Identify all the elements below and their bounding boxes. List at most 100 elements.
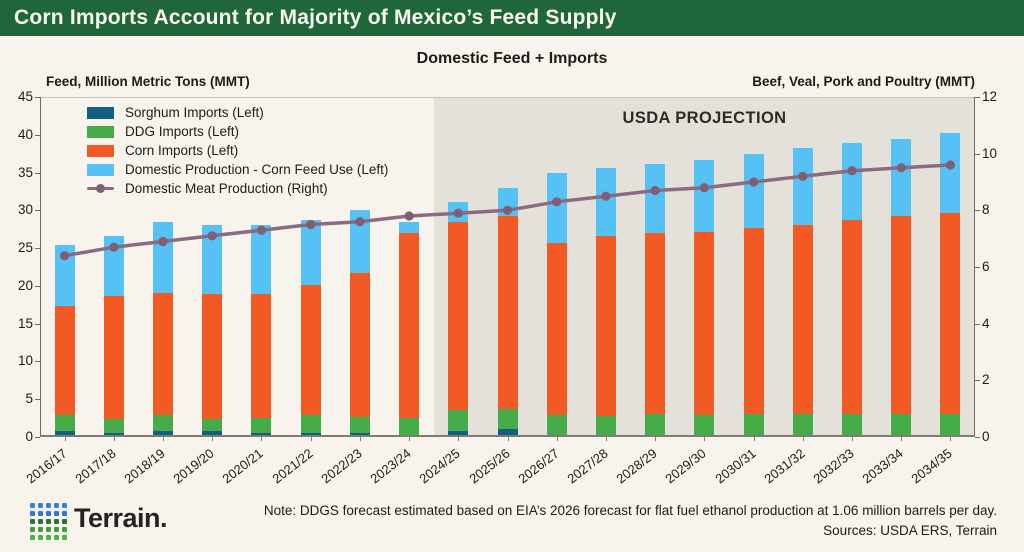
meat-production-marker bbox=[552, 197, 562, 207]
logo-grid-cell bbox=[30, 526, 36, 532]
right-axis-tick bbox=[975, 210, 980, 212]
bar-segment bbox=[251, 294, 272, 419]
bar-segment bbox=[251, 418, 272, 434]
left-axis-tick bbox=[35, 134, 40, 136]
footnote-block: Note: DDGS forecast estimated based on E… bbox=[264, 501, 997, 541]
x-axis-tick-label: 2030/31 bbox=[711, 445, 759, 487]
right-axis-tick bbox=[975, 380, 980, 382]
legend-item: Corn Imports (Left) bbox=[87, 141, 388, 160]
bar-segment bbox=[841, 220, 862, 415]
logo-grid-cell bbox=[61, 518, 67, 524]
right-axis-title: Beef, Veal, Pork and Poultry (MMT) bbox=[752, 74, 975, 89]
bar-segment bbox=[891, 138, 912, 217]
bar-segment bbox=[940, 413, 961, 435]
left-axis-tick bbox=[35, 437, 40, 438]
plot-right-spine bbox=[974, 97, 975, 437]
bar-segment bbox=[940, 133, 961, 214]
logo-grid-cell bbox=[45, 510, 51, 517]
left-axis-tick bbox=[35, 97, 40, 98]
legend-label: DDG Imports (Left) bbox=[125, 124, 240, 139]
note-text: Note: DDGS forecast estimated based on E… bbox=[263, 503, 997, 518]
logo-grid-cell bbox=[37, 534, 44, 540]
x-axis-tick-label: 2019/20 bbox=[170, 445, 217, 487]
bar-segment bbox=[153, 415, 174, 431]
bar-segment bbox=[448, 409, 469, 431]
bar-segment bbox=[546, 242, 567, 416]
meat-production-marker bbox=[158, 236, 168, 247]
left-axis-tick-label: 35 bbox=[17, 164, 33, 180]
legend-label: Domestic Production - Corn Feed Use (Lef… bbox=[125, 162, 389, 177]
bar-segment bbox=[546, 172, 567, 243]
logo-grid-cell bbox=[45, 526, 51, 532]
legend-item: Sorghum Imports (Left) bbox=[87, 103, 388, 122]
right-axis-tick-label: 2 bbox=[982, 372, 990, 388]
bar-segment bbox=[595, 236, 616, 416]
x-axis-line bbox=[40, 435, 975, 437]
x-axis-tick bbox=[359, 437, 361, 441]
x-axis-tick-label: 2018/19 bbox=[121, 445, 168, 487]
bar-segment bbox=[202, 224, 223, 295]
x-axis-tick-label: 2026/27 bbox=[515, 445, 562, 487]
x-axis-tick bbox=[950, 437, 952, 441]
logo-grid-cell bbox=[53, 518, 59, 524]
legend-line-swatch-icon bbox=[87, 183, 114, 195]
legend-label: Sorghum Imports (Left) bbox=[125, 105, 264, 120]
chart-subtitle: Domestic Feed + Imports bbox=[416, 50, 608, 67]
meat-production-marker bbox=[60, 251, 70, 261]
x-axis-tick bbox=[64, 437, 66, 441]
bar-segment bbox=[300, 220, 321, 286]
legend-swatch-icon bbox=[87, 125, 114, 138]
left-axis-tick-label: 45 bbox=[17, 89, 33, 104]
bar-segment bbox=[694, 231, 715, 416]
meat-production-marker bbox=[749, 177, 759, 187]
bar-segment bbox=[595, 415, 616, 435]
bar-segment bbox=[891, 216, 912, 414]
x-axis-tick bbox=[753, 437, 755, 441]
bar-segment bbox=[645, 233, 666, 415]
left-axis-tick bbox=[35, 210, 40, 212]
bar-segment bbox=[153, 430, 174, 437]
bar-segment bbox=[645, 414, 666, 435]
x-axis-tick-label: 2032/33 bbox=[810, 445, 857, 487]
bar-segment bbox=[497, 409, 518, 430]
logo-grid-cell bbox=[45, 534, 51, 540]
bar-segment bbox=[940, 213, 961, 414]
bar-segment bbox=[103, 296, 124, 419]
right-axis-tick-label: 12 bbox=[982, 89, 998, 104]
logo-grid-cell bbox=[53, 526, 59, 532]
meat-production-marker bbox=[109, 242, 119, 252]
projection-label: USDA PROJECTION bbox=[622, 109, 787, 127]
x-axis-tick-label: 2024/25 bbox=[416, 445, 463, 487]
bar-segment bbox=[54, 430, 75, 437]
left-axis-tick-label: 5 bbox=[25, 391, 33, 407]
bar-segment bbox=[202, 418, 223, 431]
bar-segment bbox=[497, 215, 518, 410]
plot-top-spine bbox=[40, 97, 975, 98]
right-axis-tick bbox=[975, 267, 980, 268]
logo-grid-cell bbox=[30, 510, 36, 517]
logo-grid-cell bbox=[30, 534, 36, 540]
logo-grid-cell bbox=[53, 503, 59, 509]
meat-production-marker bbox=[355, 217, 365, 227]
bar-segment bbox=[54, 306, 75, 416]
left-axis-tick bbox=[35, 248, 40, 250]
left-axis-tick-label: 0 bbox=[25, 429, 33, 444]
plot-left-spine bbox=[40, 97, 41, 437]
x-axis-tick-label: 2034/35 bbox=[908, 445, 956, 487]
legend-swatch-icon bbox=[87, 163, 114, 176]
plot-area: USDA PROJECTION Sorghum Imports (Left) DD… bbox=[40, 97, 975, 437]
left-axis-tick bbox=[35, 323, 40, 325]
logo-grid-cell bbox=[30, 503, 36, 509]
logo-grid-cell bbox=[45, 518, 51, 524]
logo-grid-cell bbox=[61, 534, 67, 540]
bar-segment bbox=[448, 430, 469, 437]
bar-segment bbox=[349, 210, 370, 274]
bar-segment bbox=[54, 245, 75, 307]
x-axis-tick-label: 2022/23 bbox=[318, 445, 365, 487]
x-axis-tick-label: 2021/22 bbox=[269, 445, 316, 487]
right-axis-tick-label: 8 bbox=[982, 202, 990, 218]
x-axis-tick-label: 2033/34 bbox=[859, 445, 906, 487]
left-axis-tick bbox=[35, 172, 40, 174]
chart-legend: Sorghum Imports (Left) DDG Imports (Left)… bbox=[87, 103, 388, 198]
sources-text: Sources: USDA ERS, Terrain bbox=[823, 523, 997, 538]
